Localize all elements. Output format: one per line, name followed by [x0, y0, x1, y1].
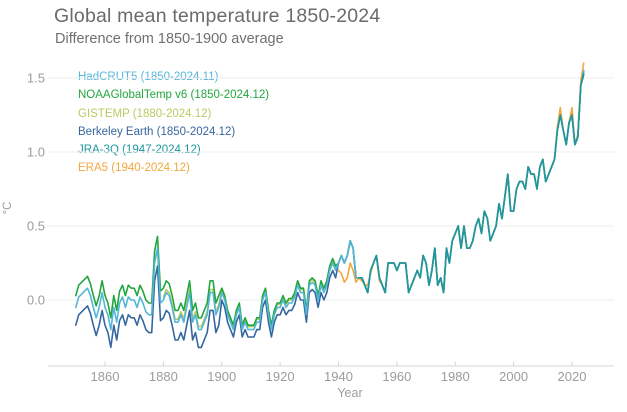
svg-text:1860: 1860	[91, 369, 120, 384]
svg-text:2000: 2000	[499, 369, 528, 384]
chart-title: Global mean temperature 1850-2024	[54, 5, 381, 27]
legend-item-era5: ERA5 (1940-2024.12)	[78, 162, 190, 175]
legend-item-gistemp: GISTEMP (1880-2024.12)	[78, 107, 212, 120]
svg-text:1920: 1920	[266, 369, 295, 384]
svg-text:1940: 1940	[324, 369, 353, 384]
svg-text:1980: 1980	[441, 369, 470, 384]
svg-text:1.0: 1.0	[27, 145, 45, 160]
svg-text:2020: 2020	[558, 369, 587, 384]
chart-legend: HadCRUT5 (1850-2024.11) NOAAGlobalTemp v…	[78, 68, 269, 178]
svg-text:1.5: 1.5	[27, 71, 45, 86]
legend-item-hadcrut5: HadCRUT5 (1850-2024.11)	[78, 71, 219, 83]
legend-item-berkeley-earth: Berkeley Earth (1850-2024.12)	[78, 125, 236, 138]
legend-item-jra-3q: JRA-3Q (1947-2024.12)	[78, 144, 201, 157]
svg-text:0.0: 0.0	[27, 293, 45, 308]
svg-text:0.5: 0.5	[27, 219, 45, 234]
svg-text:1900: 1900	[207, 369, 236, 384]
x-axis-label: Year	[337, 386, 363, 400]
svg-text:1960: 1960	[382, 369, 411, 384]
svg-text:1880: 1880	[149, 369, 178, 384]
legend-item-noaaglobaltemp: NOAAGlobalTemp v6 (1850-2024.12)	[78, 89, 270, 102]
chart-subtitle: Difference from 1850-1900 average	[55, 31, 284, 47]
